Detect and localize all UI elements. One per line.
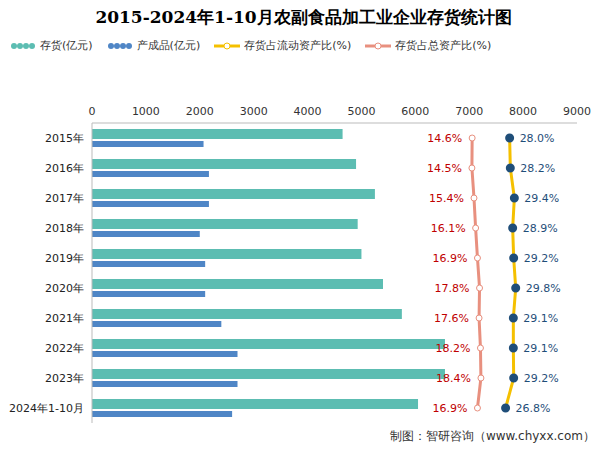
svg-text:18.4%: 18.4% bbox=[436, 372, 471, 385]
svg-text:17.8%: 17.8% bbox=[435, 282, 470, 295]
html-text:制图：智研咨询（www.chyxx.com）: 制图：智研咨询（www.chyxx.com） bbox=[389, 429, 595, 443]
svg-text:2018年: 2018年 bbox=[45, 222, 84, 235]
svg-text:9000: 9000 bbox=[563, 105, 591, 118]
svg-text:29.2%: 29.2% bbox=[524, 252, 559, 265]
svg-text:2019年: 2019年 bbox=[45, 252, 84, 265]
svg-text:29.1%: 29.1% bbox=[523, 342, 558, 355]
svg-text:28.2%: 28.2% bbox=[520, 162, 555, 175]
svg-text:29.2%: 29.2% bbox=[524, 372, 559, 385]
svg-text:16.9%: 16.9% bbox=[433, 252, 468, 265]
svg-text:3000: 3000 bbox=[240, 105, 268, 118]
html-text:存货占流动资产比(%): 存货占流动资产比(%) bbox=[244, 39, 352, 52]
svg-text:14.6%: 14.6% bbox=[427, 132, 462, 145]
svg-text:26.8%: 26.8% bbox=[516, 402, 551, 415]
svg-text:2023年: 2023年 bbox=[45, 372, 84, 385]
svg-text:8000: 8000 bbox=[509, 105, 537, 118]
svg-text:16.1%: 16.1% bbox=[431, 222, 466, 235]
svg-text:2024年1-10月: 2024年1-10月 bbox=[9, 402, 84, 415]
svg-text:17.6%: 17.6% bbox=[434, 312, 469, 325]
html-text:2015-2024年1-10月农副食品加工业企业存货统计图: 2015-2024年1-10月农副食品加工业企业存货统计图 bbox=[95, 7, 512, 27]
html-text:存货(亿元): 存货(亿元) bbox=[40, 39, 93, 52]
svg-text:28.9%: 28.9% bbox=[523, 222, 558, 235]
svg-text:2015年: 2015年 bbox=[45, 132, 84, 145]
svg-text:2000: 2000 bbox=[186, 105, 214, 118]
svg-text:2020年: 2020年 bbox=[45, 282, 84, 295]
svg-text:14.5%: 14.5% bbox=[427, 162, 462, 175]
svg-text:6000: 6000 bbox=[401, 105, 429, 118]
svg-text:28.0%: 28.0% bbox=[520, 132, 555, 145]
svg-text:7000: 7000 bbox=[455, 105, 483, 118]
svg-text:16.9%: 16.9% bbox=[433, 402, 468, 415]
svg-text:29.8%: 29.8% bbox=[526, 282, 561, 295]
svg-text:18.2%: 18.2% bbox=[436, 342, 471, 355]
svg-text:1000: 1000 bbox=[132, 105, 160, 118]
svg-text:2022年: 2022年 bbox=[45, 342, 84, 355]
html-text:产成品(亿元): 产成品(亿元) bbox=[136, 39, 201, 52]
svg-text:4000: 4000 bbox=[294, 105, 322, 118]
svg-text:2017年: 2017年 bbox=[45, 192, 84, 205]
html-text:存货占总资产比(%): 存货占总资产比(%) bbox=[395, 39, 492, 52]
svg-text:2021年: 2021年 bbox=[45, 312, 84, 325]
svg-text:5000: 5000 bbox=[347, 105, 375, 118]
svg-text:29.1%: 29.1% bbox=[523, 312, 558, 325]
svg-text:15.4%: 15.4% bbox=[429, 192, 464, 205]
svg-text:2016年: 2016年 bbox=[45, 162, 84, 175]
svg-text:0: 0 bbox=[89, 105, 96, 118]
svg-text:29.4%: 29.4% bbox=[524, 192, 559, 205]
